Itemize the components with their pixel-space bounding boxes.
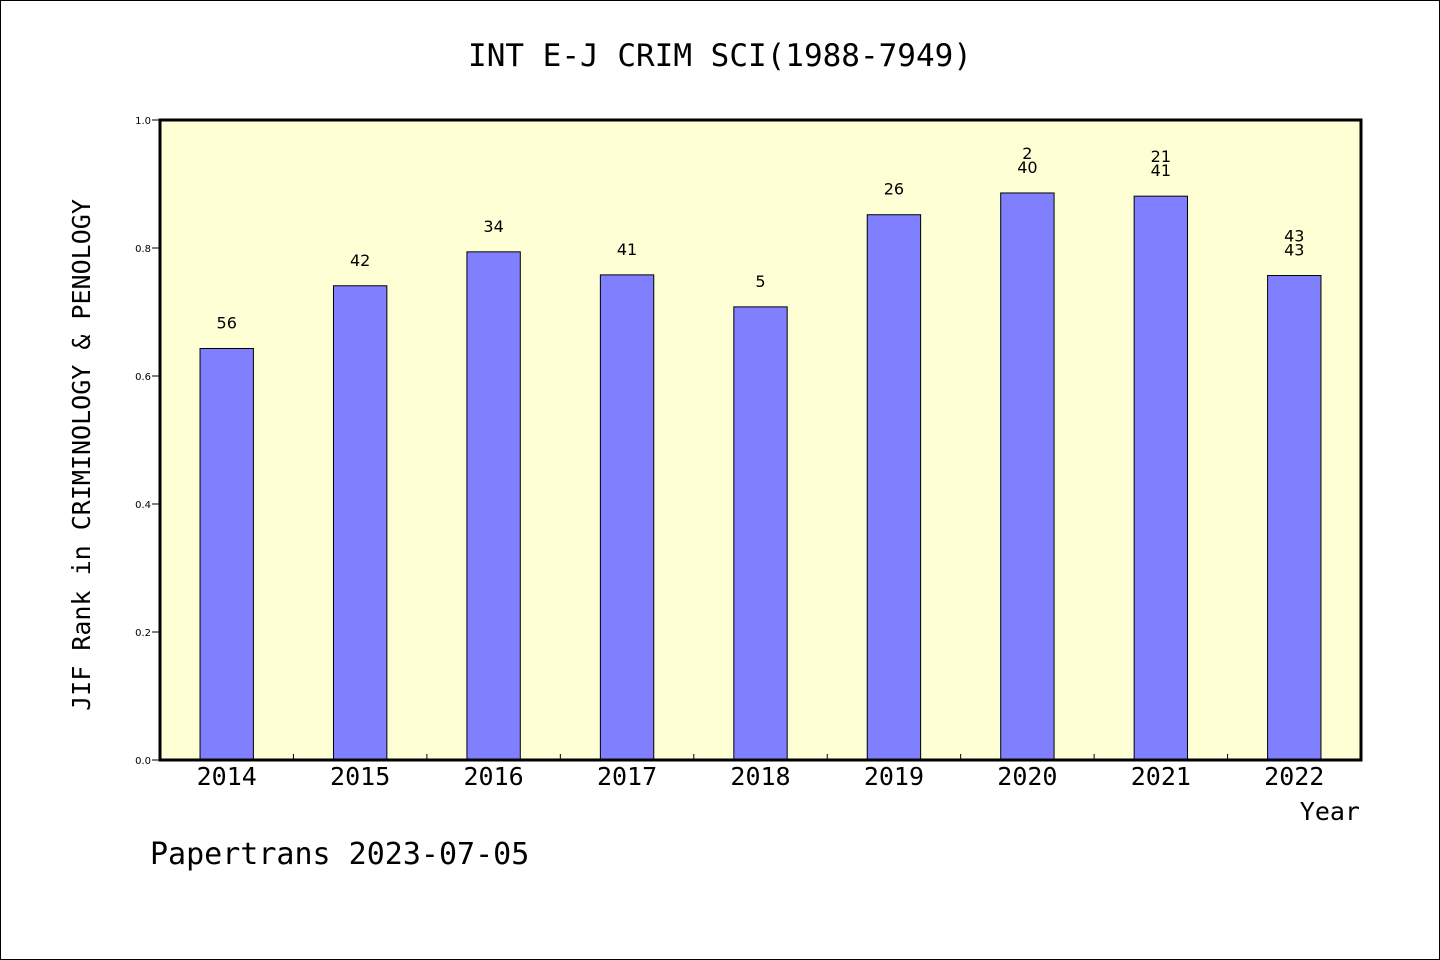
- bar-2014: [199, 347, 254, 761]
- x-axis-label: Year: [1300, 797, 1360, 826]
- bar-data-label: 43: [1284, 227, 1304, 246]
- y-tick-label: 0.0: [135, 756, 151, 767]
- y-tick-label: 0.2: [135, 628, 151, 639]
- bar-data-label: 56: [217, 313, 237, 332]
- bar-data-label: 2: [1022, 144, 1032, 163]
- bar-data-label: 42: [350, 251, 370, 270]
- bar-data-label: 21: [1151, 147, 1171, 166]
- y-axis-ticks: 0.0 0.2 0.4 0.6 0.8 1.0: [135, 116, 160, 767]
- x-tick-label: 2017: [597, 762, 657, 791]
- bar-data-label: 41: [1151, 161, 1171, 180]
- y-tick-label: 1.0: [135, 116, 151, 127]
- bar-2019: [866, 214, 922, 761]
- x-tick-label: 2019: [864, 762, 924, 791]
- y-tick-label: 0.6: [135, 372, 151, 383]
- x-tick-label: 2016: [464, 762, 524, 791]
- y-tick-label: 0.8: [135, 244, 151, 255]
- y-tick-label: 0.4: [135, 500, 151, 511]
- bar-2015: [332, 285, 388, 761]
- bar-data-label: 34: [483, 217, 503, 236]
- bar-2018: [733, 306, 788, 761]
- bars-group: [199, 192, 1322, 761]
- footer-credit: Papertrans 2023-07-05: [150, 837, 529, 872]
- bar-data-label: 26: [884, 180, 904, 199]
- x-tick-label: 2022: [1264, 762, 1324, 791]
- bar-2022: [1267, 275, 1322, 761]
- bar-2020: [1000, 192, 1055, 761]
- bar-data-label: 43: [1284, 241, 1304, 260]
- x-tick-label: 2018: [730, 762, 790, 791]
- x-tick-label: 2014: [197, 762, 257, 791]
- y-axis-label: JIF Rank in CRIMINOLOGY & PENOLOGY: [67, 199, 96, 711]
- bar-2016: [466, 251, 521, 761]
- chart-title: INT E-J CRIM SCI(1988-7949): [468, 38, 972, 74]
- x-axis-ticks: 2014 2015 2016 2017 2018 2019 2020 2021 2022: [197, 754, 1324, 791]
- x-tick-label: 2021: [1131, 762, 1191, 791]
- bar-2017: [599, 274, 655, 761]
- bar-2021: [1133, 195, 1189, 761]
- x-tick-label: 2020: [997, 762, 1057, 791]
- x-tick-label: 2015: [330, 762, 390, 791]
- bar-data-label: 5: [755, 272, 765, 291]
- bar-data-label: 41: [617, 240, 637, 259]
- bar-data-label: 40: [1017, 158, 1037, 177]
- plot-border: [158, 118, 1363, 762]
